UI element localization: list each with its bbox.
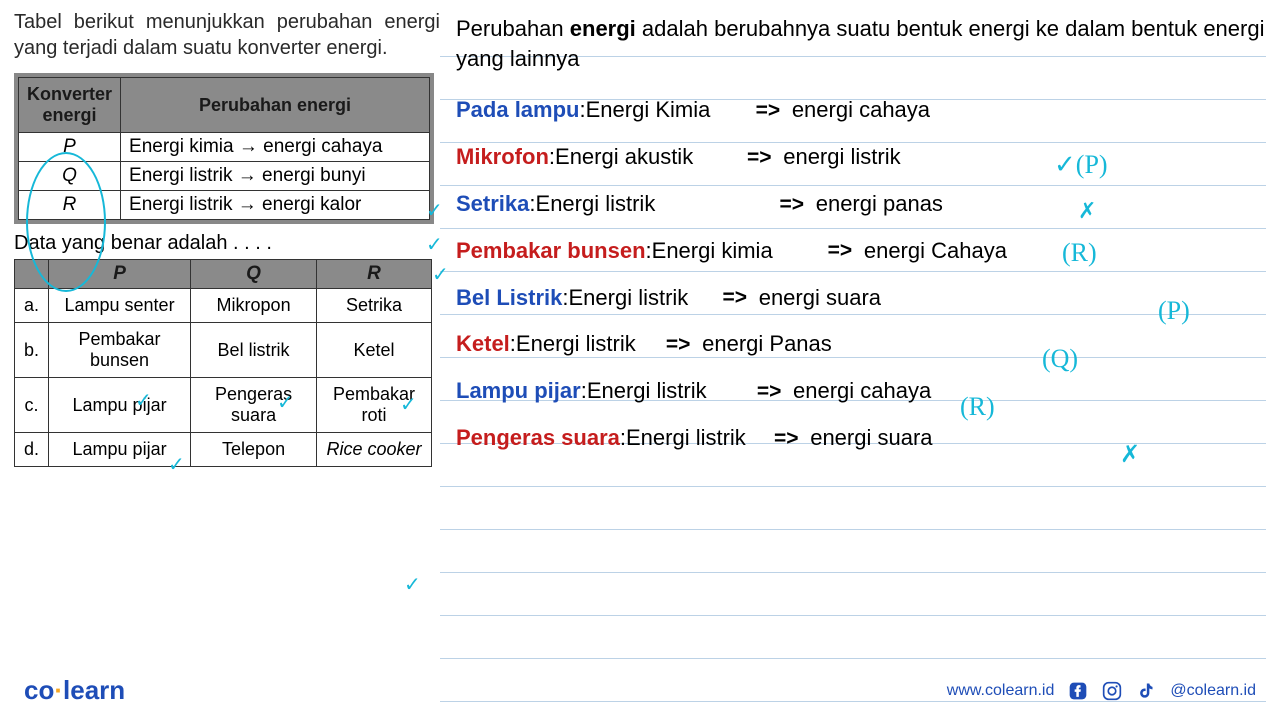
instagram-icon: [1102, 681, 1122, 701]
check-setrika: ✓: [400, 392, 417, 417]
t2-b-q: Bel listrik: [191, 323, 317, 378]
table1-e-p: Energi kimia → energi cahaya: [121, 133, 430, 162]
brand-co: co: [24, 675, 54, 705]
table1-header-perubahan: Perubahan energi: [121, 78, 430, 133]
line-right: energi listrik: [783, 142, 900, 173]
line-label: Pengeras suara: [456, 423, 620, 454]
arrow-icon: =>: [828, 236, 864, 265]
table2-row-b: b. Pembakar bunsen Bel listrik Ketel: [15, 323, 432, 378]
definition: Perubahan energi adalah berubahnya suatu…: [456, 14, 1266, 73]
line-left: Energi listrik: [569, 283, 723, 314]
line-left: Energi listrik: [626, 423, 774, 454]
line-right: energi suara: [810, 423, 932, 454]
brand-learn: learn: [63, 675, 125, 705]
t2-d-l: d.: [15, 433, 49, 467]
brand-logo: co·learn: [24, 675, 125, 706]
hw-check-p: ✓(P): [1054, 150, 1108, 180]
arrow-icon: =>: [666, 330, 702, 359]
line-left: Energi listrik: [516, 329, 666, 360]
table1-e-q: Energi listrik → energi bunyi: [121, 162, 430, 191]
arrow-icon: =>: [723, 283, 759, 312]
line-left: Energi kimia: [652, 236, 828, 267]
arrow-icon: =>: [747, 143, 783, 172]
line-label: Pada lampu: [456, 95, 579, 126]
tiktok-icon: [1136, 681, 1156, 701]
line-left: Energi akustik: [555, 142, 747, 173]
table1-e-r: Energi listrik → energi kalor: [121, 191, 430, 220]
footer-right: www.colearn.id @colearn.id: [947, 681, 1256, 701]
t2-b-r: Ketel: [317, 323, 432, 378]
arrow-icon: =>: [756, 96, 792, 125]
energy-line-5: Ketel: Energi listrik=> energi Panas: [456, 329, 1266, 360]
arrow-icon: =>: [780, 190, 816, 219]
table2-h2: Q: [191, 260, 317, 289]
check-lampu: ✓: [135, 388, 152, 413]
energy-line-2: Setrika: Energi listrik=> energi panas: [456, 189, 1266, 220]
intro-text: Tabel berikut menunjukkan perubahan ener…: [14, 10, 440, 61]
line-right: energi panas: [816, 189, 943, 220]
hw-r-ketel: (R): [960, 392, 995, 422]
t2-b-p: Pembakar bunsen: [49, 323, 191, 378]
energy-line-7: Pengeras suara: Energi listrik=> energi …: [456, 423, 1266, 454]
table2-h3: R: [317, 260, 432, 289]
line-right: energi suara: [759, 283, 881, 314]
t2-c-l: c.: [15, 378, 49, 433]
table2-row-a: a. Lampu senter Mikropon Setrika: [15, 289, 432, 323]
hw-p-pembakar: (P): [1158, 296, 1190, 326]
t2-a-p: Lampu senter: [49, 289, 191, 323]
line-label: Mikrofon: [456, 142, 549, 173]
line-right: energi Cahaya: [864, 236, 1007, 267]
hw-q-bel: (Q): [1042, 344, 1078, 374]
t2-c-p: Lampu pijar: [49, 378, 191, 433]
check-q: ✓: [426, 232, 443, 257]
check-mikropon: ✓: [277, 390, 294, 415]
footer-url: www.colearn.id: [947, 682, 1055, 700]
line-label: Pembakar bunsen: [456, 236, 646, 267]
energy-line-4: Bel Listrik: Energi listrik=> energi sua…: [456, 283, 1266, 314]
table2-row-d: d. Lampu pijar Telepon Rice cooker: [15, 433, 432, 467]
line-right: energi Panas: [702, 329, 832, 360]
check-r: ✓: [432, 262, 449, 287]
line-left: Energi listrik: [587, 376, 757, 407]
line-label: Setrika: [456, 189, 529, 220]
circle-annotation: [26, 152, 106, 292]
energy-line-1: Mikrofon: Energi akustik=> energi listri…: [456, 142, 1266, 173]
line-right: energi cahaya: [793, 376, 931, 407]
line-left: Energi Kimia: [586, 95, 756, 126]
footer: co·learn www.colearn.id @colearn.id: [0, 675, 1280, 706]
def-bold: energi: [570, 16, 636, 41]
energy-lines: Pada lampu: Energi Kimia=> energi cahaya…: [456, 95, 1266, 453]
facebook-icon: [1068, 681, 1088, 701]
energy-line-0: Pada lampu: Energi Kimia=> energi cahaya: [456, 95, 1266, 126]
check-rice: ✓: [404, 572, 421, 597]
table2: P Q R a. Lampu senter Mikropon Setrika b…: [14, 259, 432, 467]
energy-line-6: Lampu pijar: Energi listrik=> energi cah…: [456, 376, 1266, 407]
table1-header-konverter: Konverter energi: [19, 78, 121, 133]
table2-row-c: c. Lampu pijar Pengeras suara Pembakar r…: [15, 378, 432, 433]
line-label: Lampu pijar: [456, 376, 581, 407]
def-pre: Perubahan: [456, 16, 570, 41]
line-left: Energi listrik: [536, 189, 780, 220]
hw-r-setrika: (R): [1062, 238, 1097, 268]
t2-a-l: a.: [15, 289, 49, 323]
line-label: Ketel: [456, 329, 510, 360]
check-pembakar: ✓: [168, 452, 185, 477]
check-p: ✓: [426, 198, 443, 223]
arrow-icon: =>: [757, 377, 793, 406]
t2-d-q: Telepon: [191, 433, 317, 467]
line-right: energi cahaya: [792, 95, 930, 126]
arrow-icon: =>: [774, 424, 810, 453]
energy-line-3: Pembakar bunsen: Energi kimia=> energi C…: [456, 236, 1266, 267]
t2-a-q: Mikropon: [191, 289, 317, 323]
hw-x-mikrofon: ✗: [1078, 198, 1096, 224]
t2-c-q: Pengeras suara: [191, 378, 317, 433]
t2-b-l: b.: [15, 323, 49, 378]
brand-dot: ·: [54, 675, 63, 705]
footer-handle: @colearn.id: [1170, 682, 1256, 700]
t2-d-r: Rice cooker: [317, 433, 432, 467]
t2-a-r: Setrika: [317, 289, 432, 323]
line-label: Bel Listrik: [456, 283, 562, 314]
hw-x-lampupijar: ✗: [1120, 440, 1140, 469]
